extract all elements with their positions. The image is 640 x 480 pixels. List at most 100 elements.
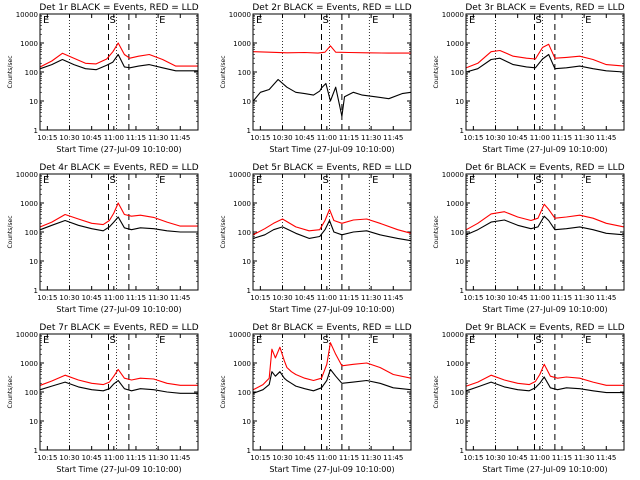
events-series-line — [40, 216, 198, 233]
x-tick-label: 11:00 — [317, 134, 337, 142]
marker-letter: E — [585, 175, 591, 186]
lld-series-line — [40, 368, 198, 386]
x-tick-label: 11:45 — [383, 294, 403, 302]
marker-letter: S — [535, 335, 541, 346]
chart-panel-6: Det 6r BLACK = Events, RED = LLD Counts/s… — [433, 163, 625, 314]
x-tick-label: 10:30 — [485, 454, 505, 462]
x-tick-label: 11:30 — [361, 454, 381, 462]
x-tick-label: 10:15 — [463, 134, 483, 142]
events-series-line — [40, 53, 198, 72]
y-tick-label: 10 — [455, 98, 464, 106]
y-tick-label: 10 — [455, 258, 464, 266]
y-tick-label: 100 — [238, 389, 251, 397]
y-axis-label: Counts/sec — [7, 55, 14, 88]
plot-frame — [252, 173, 412, 291]
marker-letter: E — [469, 175, 475, 186]
y-tick-label: 100 — [25, 69, 38, 77]
x-tick-label: 11:30 — [148, 454, 168, 462]
marker-letter: E — [256, 15, 262, 26]
panel-title: Det 3r BLACK = Events, RED = LLD — [465, 3, 624, 13]
y-tick-label: 1000 — [233, 40, 251, 48]
y-tick-label: 1 — [34, 447, 38, 455]
marker-letter: S — [535, 175, 541, 186]
y-axis-label: Counts/sec — [220, 55, 227, 88]
x-tick-label: 11:45 — [596, 134, 616, 142]
panel-title: Det 2r BLACK = Events, RED = LLD — [252, 3, 411, 13]
x-tick-label: 11:45 — [383, 454, 403, 462]
x-tick-label: 10:30 — [59, 294, 79, 302]
y-tick-label: 1 — [247, 447, 251, 455]
x-tick-label: 11:15 — [552, 454, 572, 462]
x-tick-label: 11:15 — [126, 294, 146, 302]
plot-frame — [252, 13, 412, 131]
x-tick-label: 11:30 — [148, 134, 168, 142]
y-tick-label: 1000 — [233, 360, 251, 368]
y-tick-label: 1000 — [233, 200, 251, 208]
events-series-line — [252, 78, 412, 117]
events-series-line — [466, 376, 624, 394]
x-tick-label: 10:30 — [272, 454, 292, 462]
x-tick-label: 11:00 — [104, 454, 124, 462]
panel-title: Det 4r BLACK = Events, RED = LLD — [39, 163, 198, 173]
x-tick-label: 10:45 — [82, 454, 102, 462]
marker-letter: E — [159, 15, 165, 26]
events-series-line — [253, 219, 412, 242]
marker-letter: S — [322, 175, 328, 186]
marker-letter: E — [256, 335, 262, 346]
x-tick-label: 11:30 — [361, 134, 381, 142]
chart-panel-3: Det 3r BLACK = Events, RED = LLD Counts/s… — [433, 3, 625, 154]
lld-series-line — [40, 42, 198, 68]
x-tick-label: 11:45 — [170, 454, 190, 462]
marker-letter: S — [109, 175, 115, 186]
marker-letter: E — [372, 335, 378, 346]
x-tick-label: 10:45 — [508, 454, 528, 462]
marker-letter: E — [469, 335, 475, 346]
marker-letter: E — [469, 15, 475, 26]
x-tick-label: 11:30 — [148, 294, 168, 302]
y-tick-label: 100 — [451, 389, 464, 397]
chart-panel-5: Det 5r BLACK = Events, RED = LLD Counts/s… — [220, 163, 412, 314]
y-tick-label: 10 — [29, 98, 38, 106]
panel-title: Det 5r BLACK = Events, RED = LLD — [252, 163, 411, 173]
y-axis-label: Counts/sec — [220, 375, 227, 408]
x-axis-label: Start Time (27-Jul-09 10:10:00) — [269, 305, 394, 314]
y-tick-label: 1000 — [446, 40, 464, 48]
x-tick-label: 10:45 — [295, 454, 315, 462]
y-tick-label: 1 — [460, 127, 464, 135]
y-axis-label: Counts/sec — [7, 375, 14, 408]
y-tick-label: 100 — [238, 229, 251, 237]
x-tick-label: 11:00 — [317, 294, 337, 302]
y-tick-label: 10 — [242, 418, 251, 426]
x-axis-label: Start Time (27-Jul-09 10:10:00) — [482, 145, 607, 154]
marker-letter: E — [159, 335, 165, 346]
y-tick-label: 1000 — [20, 360, 38, 368]
x-tick-label: 10:30 — [272, 134, 292, 142]
y-tick-label: 1000 — [446, 360, 464, 368]
x-tick-label: 11:00 — [530, 294, 550, 302]
x-tick-label: 10:15 — [463, 454, 483, 462]
panel-title: Det 9r BLACK = Events, RED = LLD — [465, 323, 624, 333]
y-tick-label: 10 — [29, 258, 38, 266]
marker-letter: E — [43, 15, 49, 26]
y-tick-label: 1000 — [20, 40, 38, 48]
x-tick-label: 11:15 — [339, 294, 359, 302]
x-axis-label: Start Time (27-Jul-09 10:10:00) — [56, 465, 181, 474]
x-tick-label: 11:30 — [574, 454, 594, 462]
marker-letter: E — [159, 175, 165, 186]
x-tick-label: 10:45 — [295, 134, 315, 142]
x-tick-label: 11:30 — [361, 294, 381, 302]
marker-letter: E — [585, 15, 591, 26]
x-tick-label: 11:15 — [339, 454, 359, 462]
plot-frame — [252, 333, 412, 451]
y-tick-label: 10000 — [442, 331, 464, 339]
y-tick-label: 10000 — [442, 11, 464, 19]
marker-letter: S — [109, 15, 115, 26]
plot-frame — [39, 13, 199, 131]
y-tick-label: 10000 — [16, 331, 38, 339]
x-tick-label: 11:15 — [552, 134, 572, 142]
x-tick-label: 11:00 — [104, 134, 124, 142]
chart-panel-9: Det 9r BLACK = Events, RED = LLD Counts/s… — [433, 323, 625, 474]
plot-frame — [465, 13, 625, 131]
y-axis-label: Counts/sec — [220, 215, 227, 248]
x-axis-label: Start Time (27-Jul-09 10:10:00) — [482, 305, 607, 314]
